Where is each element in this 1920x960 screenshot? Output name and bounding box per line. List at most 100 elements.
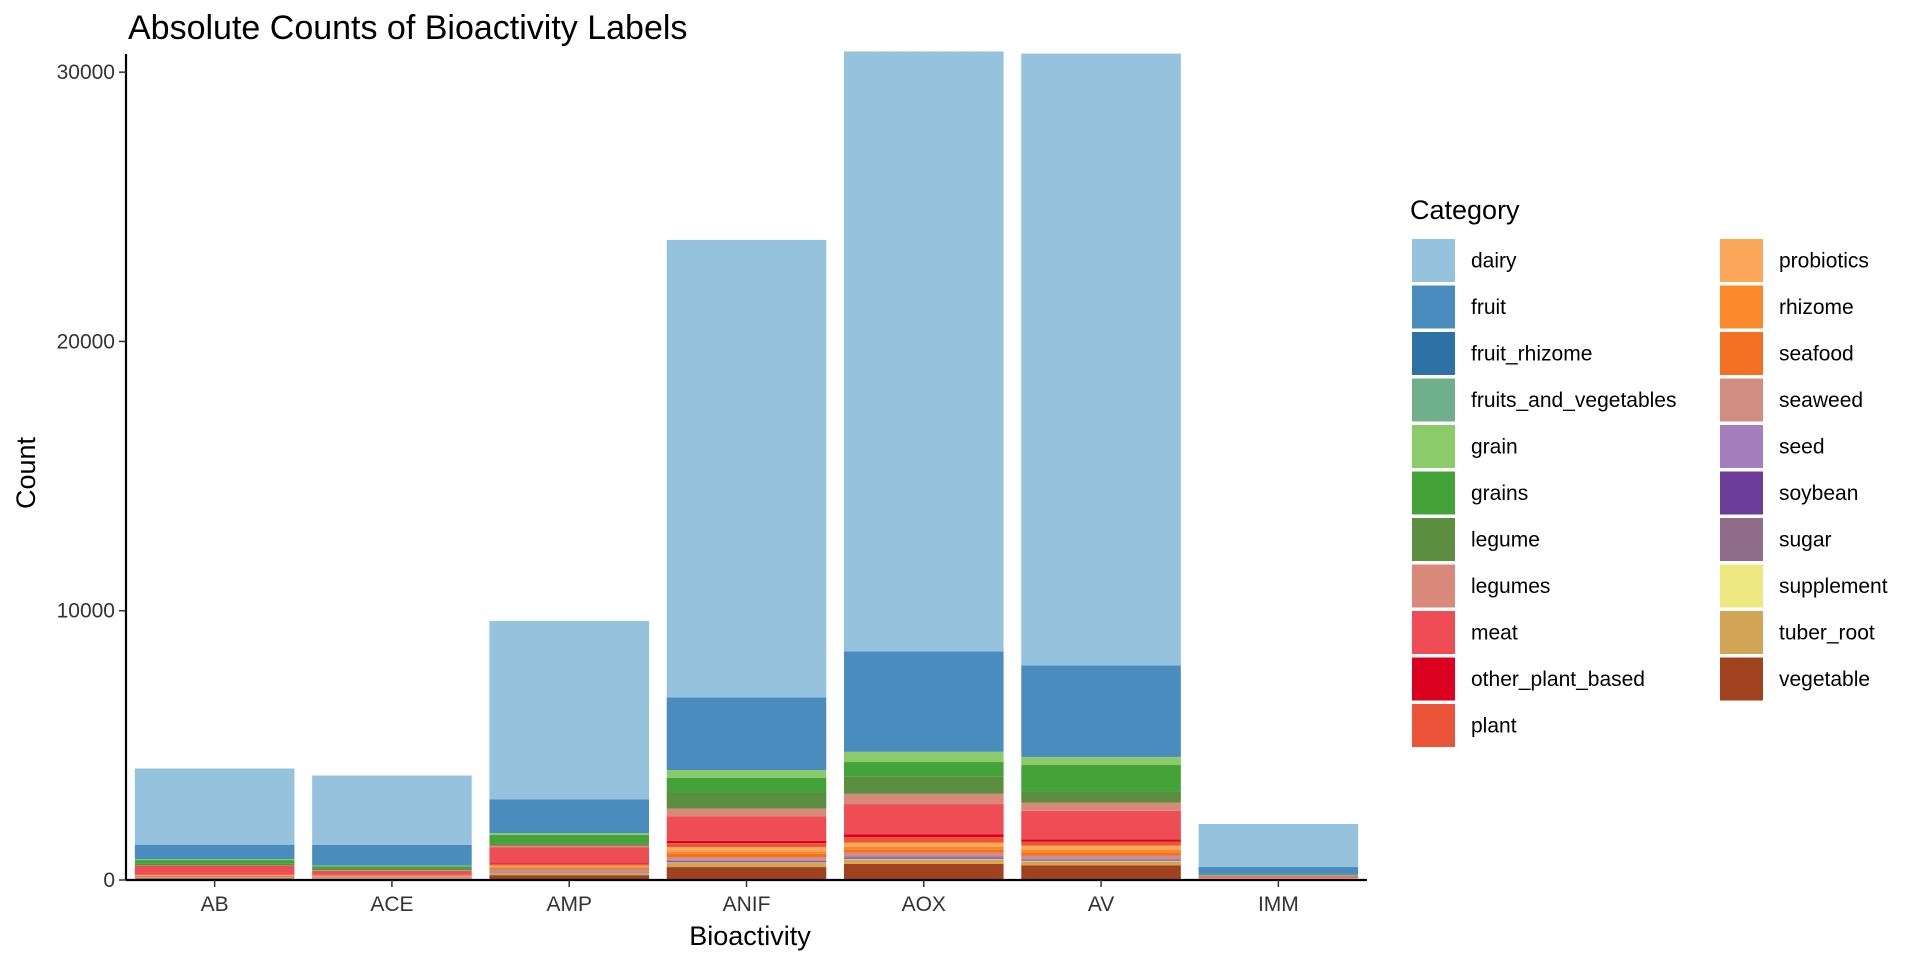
bar-av-seafood: [1021, 852, 1181, 856]
bar-av-supplement: [1021, 860, 1181, 862]
bar-anif-vegetable: [666, 867, 827, 880]
legend-swatch: [1720, 518, 1763, 561]
bar-av-plant: [1021, 841, 1181, 846]
bar-amp-fruit: [489, 799, 649, 834]
legend-swatch: [1720, 657, 1763, 701]
bar-ace-seaweed: [312, 877, 472, 878]
bar-av-meat: [1021, 810, 1181, 840]
legend-label: dairy: [1471, 250, 1517, 273]
y-tick-label: 0: [103, 869, 115, 892]
bar-ab-dairy: [134, 768, 295, 845]
y-tick-label: 10000: [57, 600, 115, 623]
legend-label: supplement: [1779, 575, 1888, 598]
legend-label: seed: [1779, 436, 1825, 459]
bar-ace-legume: [312, 868, 472, 871]
x-tick-label: IMM: [1258, 893, 1299, 916]
bar-imm-dairy: [1198, 823, 1359, 867]
y-axis-title: Count: [11, 436, 41, 509]
bar-amp-grains: [489, 835, 649, 844]
y-tick-label: 30000: [57, 61, 115, 84]
bar-ab-rhizome: [134, 875, 295, 876]
bar-aox-soybean: [844, 857, 1004, 858]
bar-anif-rhizome: [666, 851, 827, 854]
bar-anif-supplement: [666, 862, 827, 864]
bar-ace-grain: [312, 865, 472, 867]
legend-label: tuber_root: [1779, 622, 1875, 645]
legend-label: fruit: [1471, 296, 1506, 319]
bar-aox-vegetable: [844, 863, 1004, 880]
bar-amp-dairy: [489, 620, 649, 800]
bar-amp-probiotics: [489, 865, 649, 867]
bar-amp-grain: [489, 833, 649, 836]
x-tick-label: AOX: [902, 893, 946, 916]
bar-aox-probiotics: [844, 842, 1004, 847]
legend-label: legume: [1471, 529, 1540, 552]
bar-aox-seed: [844, 856, 1004, 858]
legend-swatch: [1720, 611, 1763, 654]
legend-swatch: [1720, 471, 1763, 515]
bar-ab-fruit: [134, 844, 295, 860]
bar-imm-fruit: [1198, 866, 1359, 875]
bar-anif-seed: [666, 859, 827, 861]
bar-aox-rhizome: [844, 846, 1004, 850]
bar-av-grain: [1021, 756, 1181, 766]
bar-ab-grains: [134, 860, 295, 864]
legend-label: vegetable: [1779, 668, 1870, 691]
bar-amp-plant: [489, 864, 649, 866]
legend-swatch: [1412, 239, 1455, 282]
bar-ace-plant: [312, 875, 472, 876]
legend-swatch: [1720, 378, 1763, 422]
bar-av-vegetable: [1021, 865, 1181, 880]
chart-title: Absolute Counts of Bioactivity Labels: [128, 9, 687, 47]
bar-amp-vegetable: [489, 875, 649, 880]
bar-ace-fruit: [312, 844, 472, 866]
bar-aox-legumes: [844, 793, 1004, 805]
legend-swatch: [1412, 704, 1455, 747]
bar-ace-dairy: [312, 775, 472, 845]
bar-av-tuber-root: [1021, 861, 1181, 866]
bar-av-sugar: [1021, 859, 1181, 861]
bar-aox-other-plant-based: [844, 834, 1004, 838]
bar-av-legumes: [1021, 802, 1181, 811]
x-tick-label: AV: [1088, 893, 1114, 916]
y-tick-label: 20000: [57, 330, 115, 353]
bar-amp-legume: [489, 843, 649, 846]
legend-label: fruits_and_vegetables: [1471, 389, 1676, 412]
bar-ace-tuber-root: [312, 878, 472, 879]
bar-aox-seaweed: [844, 852, 1004, 857]
bar-anif-dairy: [666, 239, 827, 698]
bar-av-legume: [1021, 791, 1181, 803]
bar-ab-seaweed: [134, 876, 295, 878]
legend-label: sugar: [1779, 529, 1832, 552]
bar-av-probiotics: [1021, 845, 1181, 850]
bar-aox-grain: [844, 751, 1004, 763]
bar-anif-legume: [666, 792, 827, 809]
bar-av-seaweed: [1021, 855, 1181, 859]
bar-aox-fruit: [844, 651, 1004, 752]
bar-anif-sugar: [666, 861, 827, 863]
legend-swatch: [1412, 285, 1455, 329]
bar-anif-grains: [666, 777, 827, 793]
bar-aox-tuber-root: [844, 859, 1004, 864]
legend-swatch: [1412, 657, 1455, 701]
bar-amp-seed: [489, 871, 649, 872]
legend-label: soybean: [1779, 482, 1858, 505]
bar-anif-grain: [666, 770, 827, 778]
bar-av-seed: [1021, 858, 1181, 860]
bar-ab-plant: [134, 874, 295, 875]
x-axis-title: Bioactivity: [689, 921, 811, 951]
legend-label: grain: [1471, 436, 1518, 459]
x-tick-label: AMP: [546, 893, 592, 916]
bar-anif-probiotics: [666, 847, 827, 852]
bar-av-other-plant-based: [1021, 839, 1181, 842]
x-tick-label: ACE: [370, 893, 413, 916]
bar-aox-seafood: [844, 849, 1004, 853]
legend-swatch: [1412, 378, 1455, 422]
bar-amp-seafood: [489, 868, 649, 870]
x-tick-label: AB: [201, 893, 229, 916]
bar-ace-legumes: [312, 870, 472, 871]
bar-imm-grains: [1198, 875, 1359, 876]
bar-amp-tuber-root: [489, 873, 649, 876]
bar-ace-seafood: [312, 876, 472, 878]
